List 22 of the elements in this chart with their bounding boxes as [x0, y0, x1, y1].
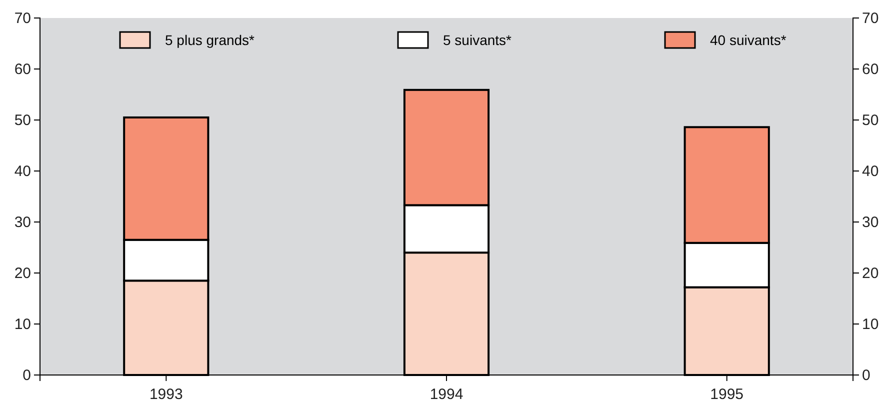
y-tick-label: 0 [22, 366, 31, 384]
y-tick-label: 50 [14, 112, 31, 129]
y-tick-label: 40 [14, 162, 31, 180]
x-tick-label: 1994 [430, 386, 464, 401]
x-tick-label: 1995 [710, 386, 744, 401]
y2-tick-label: 10 [862, 316, 879, 333]
y2-tick-label: 60 [862, 60, 879, 78]
y2-tick-label: 70 [862, 10, 879, 27]
y2-tick-label: 50 [862, 112, 879, 129]
y-tick-label: 70 [14, 10, 31, 27]
y2-tick-label: 40 [862, 162, 879, 180]
legend-label: 40 suivants* [710, 32, 787, 48]
y2-tick-label: 20 [862, 264, 879, 282]
y-tick-label: 20 [14, 264, 31, 282]
y2-tick-label: 30 [862, 214, 879, 231]
legend-label: 5 suivants* [443, 32, 512, 48]
y2-tick-label: 0 [862, 366, 870, 384]
y-tick-label: 10 [14, 316, 31, 333]
x-tick-label: 1993 [149, 386, 183, 401]
y-tick-label: 30 [14, 214, 31, 231]
y-tick-label: 60 [14, 60, 31, 78]
legend-label: 5 plus grands* [165, 32, 256, 48]
